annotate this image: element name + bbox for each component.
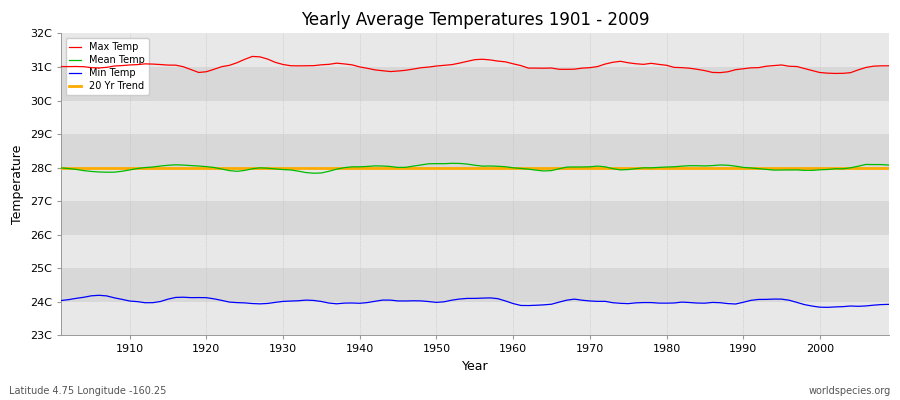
Text: worldspecies.org: worldspecies.org (809, 386, 891, 396)
Bar (60, 134, 889, 168)
Mean Temp (309, 171, 320, 176)
Bar (60, 67, 889, 100)
20 Yr Trend (508, 165, 518, 170)
Bar (60, 235, 889, 268)
Max Temp (55, 64, 66, 69)
20 Yr Trend (117, 165, 128, 170)
Mean Temp (884, 163, 895, 168)
Bar (60, 302, 889, 335)
Max Temp (117, 63, 128, 68)
Line: Min Temp: Min Temp (60, 295, 889, 307)
Bar (60, 100, 889, 134)
Min Temp (508, 301, 518, 306)
Max Temp (884, 63, 895, 68)
Max Temp (293, 64, 304, 68)
Mean Temp (339, 165, 350, 170)
Min Temp (884, 302, 895, 307)
20 Yr Trend (55, 165, 66, 170)
Legend: Max Temp, Mean Temp, Min Temp, 20 Yr Trend: Max Temp, Mean Temp, Min Temp, 20 Yr Tre… (66, 38, 148, 95)
Mean Temp (55, 166, 66, 170)
Min Temp (516, 303, 526, 308)
Y-axis label: Temperature: Temperature (11, 145, 24, 224)
Max Temp (516, 63, 526, 68)
Bar (60, 201, 889, 235)
Mean Temp (516, 166, 526, 171)
Bar (60, 268, 889, 302)
Text: Latitude 4.75 Longitude -160.25: Latitude 4.75 Longitude -160.25 (9, 386, 166, 396)
20 Yr Trend (331, 165, 342, 170)
20 Yr Trend (884, 165, 895, 170)
Line: Mean Temp: Mean Temp (60, 163, 889, 173)
Min Temp (822, 305, 832, 310)
Mean Temp (523, 167, 534, 172)
Min Temp (293, 298, 304, 303)
Title: Yearly Average Temperatures 1901 - 2009: Yearly Average Temperatures 1901 - 2009 (301, 11, 649, 29)
Max Temp (608, 60, 618, 65)
Min Temp (94, 293, 104, 298)
Mean Temp (117, 169, 128, 174)
Line: Max Temp: Max Temp (60, 56, 889, 74)
Bar (60, 168, 889, 201)
Min Temp (339, 301, 350, 306)
Mean Temp (615, 168, 626, 172)
Max Temp (830, 71, 841, 76)
Max Temp (247, 54, 257, 59)
X-axis label: Year: Year (462, 360, 488, 373)
20 Yr Trend (599, 165, 610, 170)
Bar (60, 34, 889, 67)
Mean Temp (285, 168, 296, 172)
Min Temp (124, 299, 135, 304)
20 Yr Trend (500, 165, 511, 170)
20 Yr Trend (285, 165, 296, 170)
Min Temp (55, 298, 66, 303)
Mean Temp (446, 161, 457, 166)
Max Temp (508, 62, 518, 66)
Max Temp (339, 62, 350, 66)
Min Temp (608, 300, 618, 305)
